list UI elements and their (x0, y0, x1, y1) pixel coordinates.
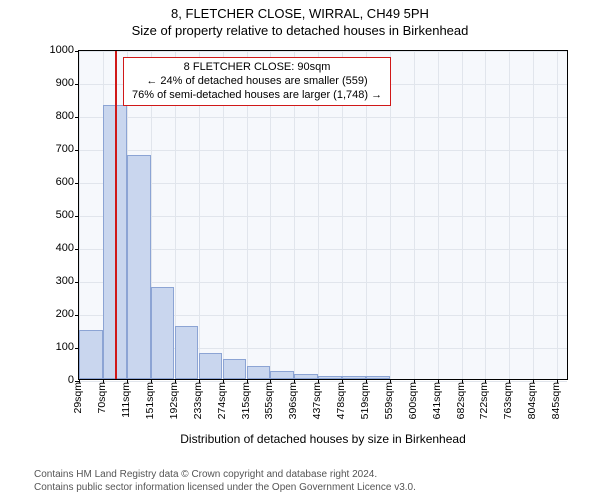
gridline-h (79, 117, 567, 118)
x-tick-label: 845sqm (550, 382, 562, 419)
y-tick-label: 600 (34, 176, 74, 188)
x-tick-label: 641sqm (431, 382, 443, 419)
y-tick (75, 315, 79, 316)
gridline-h (79, 150, 567, 151)
x-tick-label: 519sqm (359, 382, 371, 419)
x-tick-label: 315sqm (240, 382, 252, 419)
chart: 8 FLETCHER CLOSE: 90sqm ← 24% of detache… (48, 44, 578, 424)
x-tick-label: 722sqm (478, 382, 490, 419)
gridline-v (462, 51, 463, 379)
histogram-bar (199, 353, 223, 379)
title-subtitle: Size of property relative to detached ho… (0, 23, 600, 38)
y-tick-label: 500 (34, 209, 74, 221)
y-tick-label: 900 (34, 77, 74, 89)
histogram-bar (270, 371, 294, 379)
x-tick-label: 478sqm (335, 382, 347, 419)
y-tick-label: 100 (34, 341, 74, 353)
gridline-v (414, 51, 415, 379)
histogram-bar (294, 374, 318, 379)
y-tick (75, 117, 79, 118)
histogram-bar (247, 366, 271, 379)
gridline-v (533, 51, 534, 379)
gridline-v (557, 51, 558, 379)
gridline-h (79, 282, 567, 283)
histogram-bar (223, 359, 247, 379)
histogram-bar (318, 376, 342, 379)
y-tick (75, 348, 79, 349)
y-tick (75, 282, 79, 283)
x-tick-label: 804sqm (526, 382, 538, 419)
marker-line (115, 51, 117, 379)
x-tick-label: 355sqm (263, 382, 275, 419)
x-tick-label: 192sqm (168, 382, 180, 419)
gridline-v (509, 51, 510, 379)
y-tick (75, 150, 79, 151)
x-tick-label: 151sqm (144, 382, 156, 419)
y-tick (75, 183, 79, 184)
y-tick-label: 800 (34, 110, 74, 122)
y-tick (75, 51, 79, 52)
y-tick (75, 249, 79, 250)
gridline-h (79, 183, 567, 184)
x-tick-label: 396sqm (287, 382, 299, 419)
histogram-bar (127, 155, 151, 379)
x-tick-label: 763sqm (502, 382, 514, 419)
x-tick-label: 600sqm (407, 382, 419, 419)
x-tick-label: 437sqm (311, 382, 323, 419)
y-tick-label: 1000 (34, 44, 74, 56)
y-tick-label: 700 (34, 143, 74, 155)
y-tick-label: 200 (34, 308, 74, 320)
gridline-h (79, 249, 567, 250)
y-axis-label: Number of detached properties (12, 44, 26, 374)
histogram-bar (175, 326, 199, 379)
info-line-1: 8 FLETCHER CLOSE: 90sqm (132, 61, 382, 75)
title-block: 8, FLETCHER CLOSE, WIRRAL, CH49 5PH Size… (0, 0, 600, 38)
plot-area: 8 FLETCHER CLOSE: 90sqm ← 24% of detache… (78, 50, 568, 380)
x-tick-label: 29sqm (72, 382, 84, 414)
footer-line-2: Contains public sector information licen… (34, 482, 416, 495)
y-tick-label: 400 (34, 242, 74, 254)
x-axis-label: Distribution of detached houses by size … (78, 432, 568, 446)
histogram-bar (79, 330, 103, 380)
title-address: 8, FLETCHER CLOSE, WIRRAL, CH49 5PH (0, 6, 600, 21)
histogram-bar (151, 287, 175, 379)
gridline-h (79, 51, 567, 52)
x-tick-label: 233sqm (192, 382, 204, 419)
gridline-h (79, 216, 567, 217)
y-tick-label: 0 (34, 374, 74, 386)
y-tick (75, 216, 79, 217)
x-tick-label: 559sqm (383, 382, 395, 419)
footer-line-1: Contains HM Land Registry data © Crown c… (34, 469, 416, 482)
gridline-v (485, 51, 486, 379)
info-box: 8 FLETCHER CLOSE: 90sqm ← 24% of detache… (123, 57, 391, 106)
x-tick-label: 70sqm (96, 382, 108, 414)
footer: Contains HM Land Registry data © Crown c… (34, 469, 416, 494)
x-tick-label: 274sqm (216, 382, 228, 419)
info-line-3: 76% of semi-detached houses are larger (… (132, 89, 382, 103)
y-tick-label: 300 (34, 275, 74, 287)
histogram-bar (366, 376, 390, 379)
histogram-bar (342, 376, 366, 379)
y-tick (75, 84, 79, 85)
x-tick-label: 111sqm (120, 382, 132, 418)
info-line-2: ← 24% of detached houses are smaller (55… (132, 75, 382, 89)
x-tick-label: 682sqm (455, 382, 467, 419)
gridline-v (438, 51, 439, 379)
